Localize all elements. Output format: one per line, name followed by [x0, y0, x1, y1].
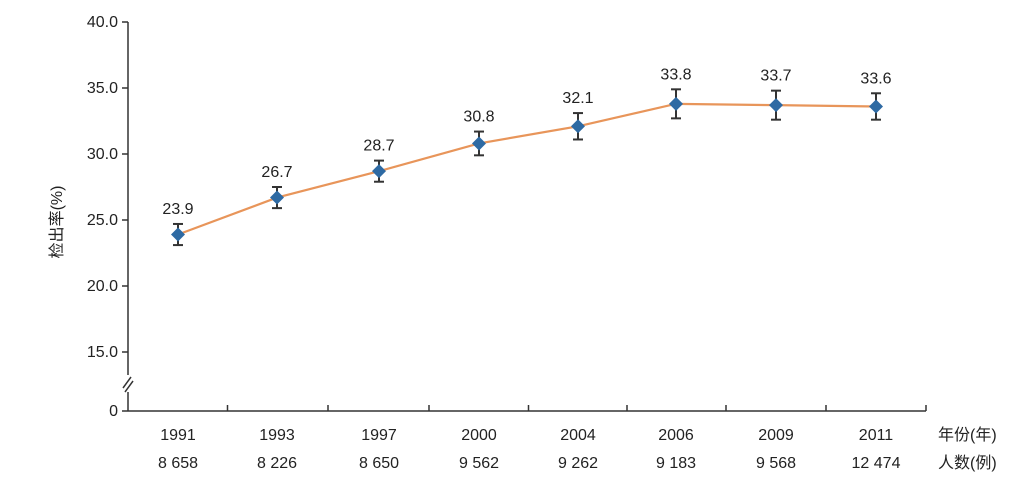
data-point-marker: [372, 164, 386, 179]
x-tick-label-year: 2000: [461, 427, 497, 444]
y-tick-label: 15.0: [87, 344, 118, 361]
data-markers: [171, 96, 883, 242]
y-tick-label: 0: [109, 403, 118, 420]
x-tick-label-count: 9 568: [756, 455, 796, 472]
x-tick-label-count: 12 474: [852, 455, 901, 472]
x-tick-label-year: 1991: [160, 427, 196, 444]
data-labels: 23.9 26.7 28.7 30.8 32.1 33.8 33.7 33.6: [162, 66, 891, 218]
x-tick-label-count: 8 650: [359, 455, 399, 472]
x-axis-ticks: 1991 8 658 1993 8 226 1997 8 650 2000 9 562 2004…: [158, 405, 927, 472]
x-tick-label-year: 1997: [361, 427, 397, 444]
y-axis-title: 检出率(%): [48, 186, 66, 259]
data-label: 30.8: [463, 109, 494, 126]
y-axis-ticks: 0 15.0 20.0 25.0 30.0 35.0 40.0: [87, 14, 128, 420]
data-label: 33.6: [860, 70, 891, 87]
x-tick-label-year: 2006: [658, 427, 694, 444]
y-tick-label: 40.0: [87, 14, 118, 31]
x-tick-label-count: 9 183: [656, 455, 696, 472]
x-tick-label-year: 2004: [560, 427, 596, 444]
data-label: 28.7: [363, 138, 394, 155]
x-tick-label-count: 8 226: [257, 455, 297, 472]
x-tick-label-year: 2011: [859, 427, 894, 444]
data-label: 32.1: [562, 90, 593, 107]
x-tick-label-year: 1993: [259, 427, 295, 444]
axes: [122, 22, 926, 412]
data-label: 23.9: [162, 201, 193, 218]
series-polyline: [177, 102, 877, 236]
series-line: [177, 102, 877, 236]
y-tick-label: 20.0: [87, 278, 118, 295]
data-point-marker: [669, 96, 683, 111]
data-point-marker: [571, 119, 585, 134]
x-tick-label-count: 8 658: [158, 455, 198, 472]
x-axis-title-year: 年份(年): [938, 426, 997, 444]
data-point-marker: [270, 190, 284, 205]
data-point-marker: [171, 227, 185, 242]
y-axis-break-mark: [124, 380, 134, 393]
y-tick-label: 25.0: [87, 212, 118, 229]
x-tick-label-year: 2009: [758, 427, 794, 444]
y-tick-label: 35.0: [87, 80, 118, 97]
x-tick-label-count: 9 262: [558, 455, 598, 472]
data-label: 26.7: [261, 164, 292, 181]
y-tick-label: 30.0: [87, 146, 118, 163]
y-axis-break-mark: [122, 376, 132, 389]
data-label: 33.7: [760, 68, 791, 85]
x-axis-title-count: 人数(例): [938, 454, 997, 472]
x-tick-label-count: 9 562: [459, 455, 499, 472]
data-point-marker: [769, 98, 783, 113]
data-point-marker: [472, 136, 486, 151]
data-label: 33.8: [660, 66, 691, 83]
data-point-marker: [869, 99, 883, 114]
